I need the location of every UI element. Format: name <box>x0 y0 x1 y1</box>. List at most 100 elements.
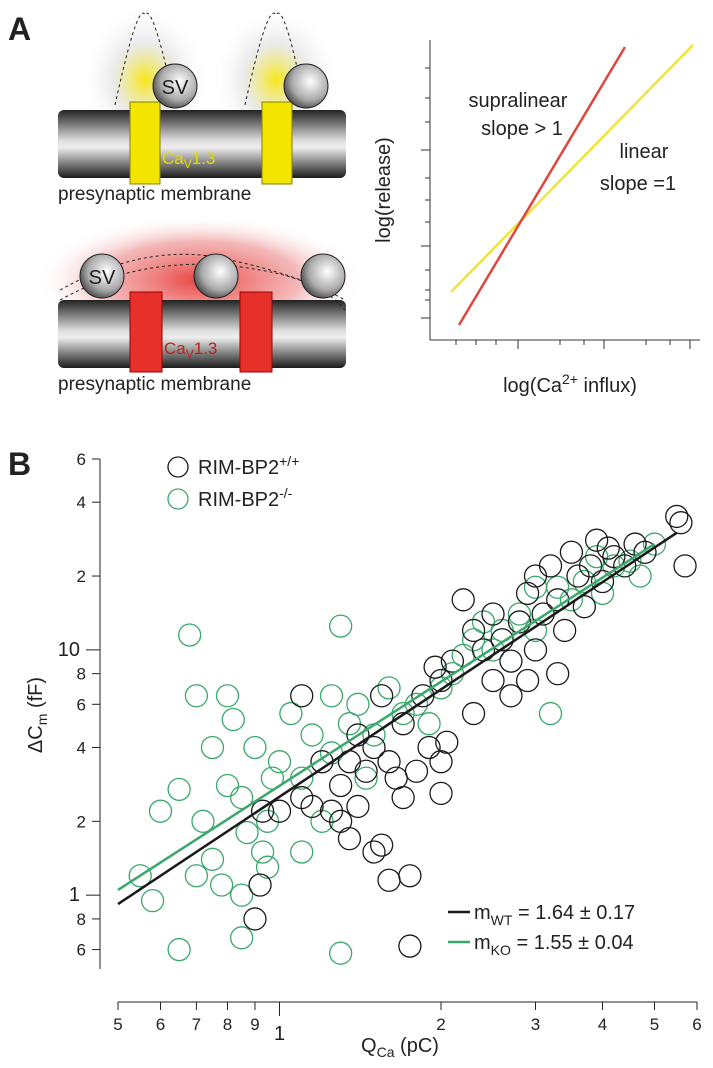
text: 2+ <box>562 371 578 387</box>
text: = 1.55 ± 0.04 <box>511 932 634 954</box>
data-point <box>328 614 353 638</box>
data-point <box>566 564 590 588</box>
text: RIM-BP2 <box>198 489 279 511</box>
data-point <box>209 873 234 897</box>
y-tick-label: 6 <box>77 941 86 960</box>
y-tick-label: 8 <box>77 665 86 684</box>
data-point <box>507 602 532 626</box>
annotation: supralinear <box>469 90 568 112</box>
y-tick-label: 4 <box>77 493 86 512</box>
channel <box>129 101 161 185</box>
data-point <box>538 554 563 578</box>
y-tick-label: 1 <box>69 884 80 906</box>
fit-line <box>117 531 678 906</box>
data-point <box>319 799 344 823</box>
y-tick-label: 2 <box>77 567 86 586</box>
y-tick-label: 8 <box>77 910 86 929</box>
data-point <box>623 532 647 556</box>
data-point <box>184 864 209 888</box>
text: = 1.64 ± 0.17 <box>512 902 635 924</box>
data-point <box>538 701 563 726</box>
data-point <box>328 773 353 798</box>
fit-legend-entry: mWT = 1.64 ± 0.17 <box>474 902 635 928</box>
data-point <box>128 864 152 888</box>
data-point <box>346 692 370 716</box>
data-point <box>279 701 303 726</box>
vesicle <box>152 63 198 109</box>
data-point <box>515 581 540 605</box>
data-point <box>267 750 292 774</box>
text: Ca <box>377 1044 395 1060</box>
data-point <box>578 554 603 578</box>
data-point <box>417 735 441 760</box>
membrane-label: presynaptic membrane <box>58 184 251 205</box>
data-point <box>250 799 275 823</box>
data-point <box>243 907 267 931</box>
data-point <box>346 794 370 819</box>
data-point <box>215 773 240 798</box>
data-point <box>423 655 447 679</box>
data-point <box>250 840 275 864</box>
data-point <box>369 833 394 857</box>
data-point <box>584 528 609 552</box>
data-point <box>235 820 259 845</box>
y-tick-label: 10 <box>58 639 80 661</box>
data-point <box>255 809 280 833</box>
data-point <box>300 794 324 819</box>
data-point <box>669 511 693 535</box>
data-point <box>628 564 652 588</box>
text: Ca <box>164 339 186 358</box>
channel <box>261 101 293 185</box>
data-point <box>546 661 570 686</box>
data-point <box>200 735 225 760</box>
data-point <box>590 569 615 594</box>
data-point <box>559 540 584 564</box>
data-point <box>417 712 441 736</box>
x-tick-label: 5 <box>113 1015 122 1034</box>
data-point <box>613 554 637 578</box>
text: m <box>474 902 491 924</box>
x-axis-label: log(Ca2+ influx) <box>503 371 637 397</box>
x-tick-label: 8 <box>223 1015 232 1034</box>
data-point <box>377 868 401 892</box>
text: ΔC <box>25 725 47 753</box>
x-axis-label: QCa (pC) <box>361 1035 439 1060</box>
data-point <box>411 684 435 708</box>
data-point <box>167 937 191 962</box>
data-point <box>481 668 505 693</box>
text: (fF) <box>25 677 47 714</box>
data-point <box>248 873 272 897</box>
legend-entry: RIM-BP2+/+ <box>198 453 299 479</box>
data-point <box>391 712 415 736</box>
data-point <box>221 707 245 732</box>
schematic-top: SV CaV1.3 presynaptic membrane <box>58 5 346 205</box>
data-point <box>148 799 173 823</box>
x-tick-label: 1 <box>274 1023 285 1045</box>
x-tick-label: 3 <box>531 1015 540 1034</box>
data-point <box>481 602 505 626</box>
x-tick-label: 7 <box>192 1015 201 1034</box>
vesicle <box>300 253 346 299</box>
vesicle <box>79 253 125 299</box>
data-point <box>140 888 165 913</box>
data-point <box>243 735 267 760</box>
x-tick-label: 9 <box>250 1015 259 1034</box>
text: m <box>34 714 50 726</box>
panel-label: B <box>8 446 31 482</box>
data-point <box>215 684 240 708</box>
data-point <box>384 766 408 790</box>
data-point <box>429 668 453 693</box>
ca-profile <box>244 12 306 106</box>
linear-line <box>450 44 694 293</box>
annotation: slope =1 <box>600 173 676 195</box>
data-point <box>490 628 514 652</box>
data-point <box>354 759 378 783</box>
channel-label: CaV1.3 <box>162 149 215 171</box>
fit-legend-entry: mKO = 1.55 ± 0.04 <box>474 932 634 958</box>
data-point <box>377 750 401 774</box>
channel-label: CaV1.3 <box>164 339 217 361</box>
data-point <box>229 785 254 810</box>
annotation: linear <box>620 141 669 163</box>
